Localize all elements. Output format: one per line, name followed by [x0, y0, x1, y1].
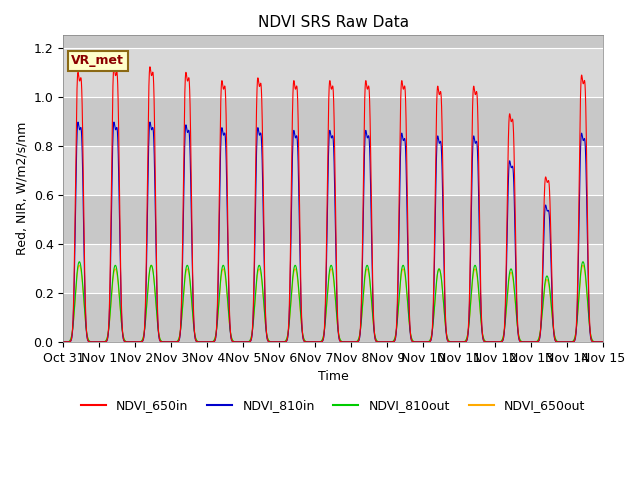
Bar — [63, 244, 603, 293]
Bar — [63, 146, 603, 195]
Y-axis label: Red, NIR, W/m2/s/nm: Red, NIR, W/m2/s/nm — [15, 122, 28, 255]
X-axis label: Time: Time — [317, 370, 348, 383]
Bar — [63, 293, 603, 342]
Legend: NDVI_650in, NDVI_810in, NDVI_810out, NDVI_650out: NDVI_650in, NDVI_810in, NDVI_810out, NDV… — [76, 394, 590, 417]
Bar — [63, 36, 603, 48]
Title: NDVI SRS Raw Data: NDVI SRS Raw Data — [257, 15, 408, 30]
Text: VR_met: VR_met — [72, 54, 124, 68]
Bar — [63, 96, 603, 146]
Bar — [63, 48, 603, 96]
Bar — [63, 195, 603, 244]
